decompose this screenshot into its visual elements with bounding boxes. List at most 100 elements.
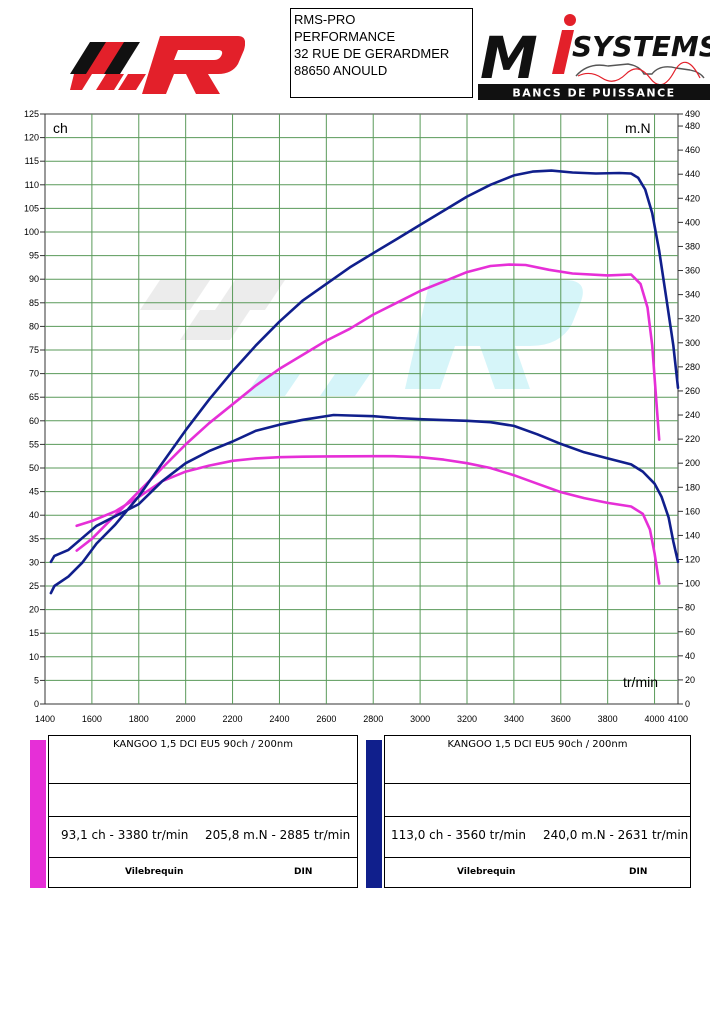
y-left-tick-label: 60 bbox=[29, 416, 39, 426]
y-left-tick-label: 125 bbox=[24, 109, 39, 119]
norm-label: DIN bbox=[629, 867, 648, 877]
torque-peak: 240,0 m.N - 2631 tr/min bbox=[543, 828, 689, 842]
y-left-tick-label: 0 bbox=[34, 699, 39, 709]
y-right-tick-label: 200 bbox=[685, 458, 700, 468]
chart-series bbox=[49, 169, 680, 595]
y-left-tick-label: 30 bbox=[29, 557, 39, 567]
address-line: 32 RUE DE GERARDMER bbox=[294, 46, 450, 61]
result-table: KANGOO 1,5 DCI EU5 90ch / 200nm 93,1 ch … bbox=[48, 735, 358, 888]
y-right-tick-label: 340 bbox=[685, 290, 700, 300]
y-right-tick-label: 20 bbox=[685, 675, 695, 685]
y-right-tick-label: 280 bbox=[685, 362, 700, 372]
logo-prefix: M bbox=[480, 24, 538, 92]
y-right-tick-label: 320 bbox=[685, 314, 700, 324]
vehicles-silhouette-icon bbox=[575, 63, 705, 79]
y-right-tick-label: 380 bbox=[685, 241, 700, 251]
address-box: RMS-PRO PERFORMANCE 32 RUE DE GERARDMER … bbox=[290, 8, 473, 98]
y-right-tick-label: 360 bbox=[685, 266, 700, 276]
x-tick-label: 1400 bbox=[35, 714, 55, 724]
y-right-tick-label: 220 bbox=[685, 434, 700, 444]
y-left-tick-label: 105 bbox=[24, 203, 39, 213]
series-power-line bbox=[75, 263, 661, 552]
y-left-tick-label: 100 bbox=[24, 227, 39, 237]
norm-label: DIN bbox=[294, 867, 313, 877]
x-tick-label: 2200 bbox=[223, 714, 243, 724]
address-line: PERFORMANCE bbox=[294, 29, 396, 44]
y-left-label: ch bbox=[53, 120, 68, 136]
x-tick-label: 2400 bbox=[269, 714, 289, 724]
y-left-tick-label: 110 bbox=[25, 180, 39, 190]
y-left-tick-label: 70 bbox=[29, 369, 39, 379]
rms-logo: R bbox=[70, 36, 245, 94]
y-left-tick-label: 45 bbox=[29, 487, 39, 497]
torque-peak: 205,8 m.N - 2885 tr/min bbox=[205, 828, 351, 842]
y-left-tick-label: 20 bbox=[29, 605, 39, 615]
y-right-tick-label: 80 bbox=[685, 603, 695, 613]
result-row-vehicle: KANGOO 1,5 DCI EU5 90ch / 200nm bbox=[385, 736, 690, 784]
x-tick-label: 3000 bbox=[410, 714, 430, 724]
logo-tagline: BANCS DE PUISSANCE bbox=[512, 87, 675, 100]
logo-dot-icon bbox=[564, 14, 576, 26]
result-row-peaks: 93,1 ch - 3380 tr/min 205,8 m.N - 2885 t… bbox=[49, 816, 357, 858]
x-axis-label: tr/min bbox=[623, 674, 658, 690]
y-left-tick-label: 10 bbox=[29, 652, 39, 662]
chart-axes: 1400 1600 1800 2000 2200 2400 2600 2800 3000 3200… bbox=[24, 109, 700, 724]
y-right-tick-label: 440 bbox=[685, 169, 700, 179]
y-right-tick-label: 420 bbox=[685, 193, 700, 203]
measure-type: Vilebrequin bbox=[457, 867, 516, 877]
measure-type: Vilebrequin bbox=[125, 867, 184, 877]
result-row-vehicle: KANGOO 1,5 DCI EU5 90ch / 200nm bbox=[49, 736, 357, 784]
y-right-tick-label: 460 bbox=[685, 145, 700, 155]
result-table: KANGOO 1,5 DCI EU5 90ch / 200nm 113,0 ch… bbox=[384, 735, 691, 888]
dyno-chart: 1400 1600 1800 2000 2200 2400 2600 2800 3000 3200… bbox=[24, 109, 700, 724]
y-left-tick-label: 85 bbox=[29, 298, 39, 308]
x-tick-label: 2600 bbox=[316, 714, 336, 724]
power-peak: 93,1 ch - 3380 tr/min bbox=[61, 828, 189, 842]
address-line: RMS-PRO bbox=[294, 12, 356, 27]
result-card-b: KANGOO 1,5 DCI EU5 90ch / 200nm 113,0 ch… bbox=[366, 735, 691, 890]
y-right-tick-label: 400 bbox=[685, 217, 700, 227]
vehicle-label: KANGOO 1,5 DCI EU5 90ch / 200nm bbox=[447, 739, 628, 750]
y-left-tick-label: 5 bbox=[34, 675, 39, 685]
result-card-a: KANGOO 1,5 DCI EU5 90ch / 200nm 93,1 ch … bbox=[30, 735, 358, 890]
y-right-tick-label: 60 bbox=[685, 627, 695, 637]
y-right-tick-label: 260 bbox=[685, 386, 700, 396]
result-row-peaks: 113,0 ch - 3560 tr/min 240,0 m.N - 2631 … bbox=[385, 816, 690, 858]
logo-main: SYSTEMS bbox=[572, 30, 710, 63]
y-right-tick-label: 160 bbox=[685, 506, 700, 516]
y-left-tick-label: 90 bbox=[29, 274, 39, 284]
vehicle-label: KANGOO 1,5 DCI EU5 90ch / 200nm bbox=[113, 739, 293, 750]
y-right-tick-label: 0 bbox=[685, 699, 690, 709]
y-right-tick-label: 180 bbox=[685, 482, 700, 492]
x-tick-label: 3800 bbox=[598, 714, 618, 724]
x-tick-label: 1800 bbox=[129, 714, 149, 724]
x-tick-label: 2000 bbox=[176, 714, 196, 724]
y-right-tick-label: 480 bbox=[685, 121, 700, 131]
plot-frame bbox=[44, 113, 679, 705]
y-left-tick-label: 75 bbox=[29, 345, 39, 355]
address-line: 88650 ANOULD bbox=[294, 63, 388, 78]
y-left-tick-label: 65 bbox=[29, 392, 39, 402]
y-left-tick-label: 80 bbox=[29, 321, 39, 331]
x-tick-label: 4100 bbox=[668, 714, 688, 724]
y-right-tick-label: 100 bbox=[685, 579, 700, 589]
misystems-logo: M SYSTEMS BANCS DE PUISSANCE bbox=[478, 14, 710, 100]
x-tick-label: 3400 bbox=[504, 714, 524, 724]
x-tick-label: 3600 bbox=[551, 714, 571, 724]
x-tick-label: 1600 bbox=[82, 714, 102, 724]
y-right-label: m.N bbox=[625, 120, 651, 136]
y-right-tick-label: 300 bbox=[685, 338, 700, 348]
logo-tagline-bar bbox=[478, 84, 710, 100]
series-power-line bbox=[49, 169, 680, 595]
y-left-tick-label: 55 bbox=[29, 439, 39, 449]
y-left-tick-label: 40 bbox=[29, 510, 39, 520]
y-right-tick-label: 240 bbox=[685, 410, 700, 420]
power-peak: 113,0 ch - 3560 tr/min bbox=[391, 828, 526, 842]
x-tick-label: 4000 bbox=[645, 714, 665, 724]
result-row-empty bbox=[385, 783, 690, 817]
y-left-tick-label: 95 bbox=[29, 251, 39, 261]
y-left-tick-label: 50 bbox=[29, 463, 39, 473]
result-row-empty bbox=[49, 783, 357, 817]
y-left-tick-label: 120 bbox=[24, 133, 39, 143]
y-left-tick-label: 15 bbox=[29, 628, 39, 638]
